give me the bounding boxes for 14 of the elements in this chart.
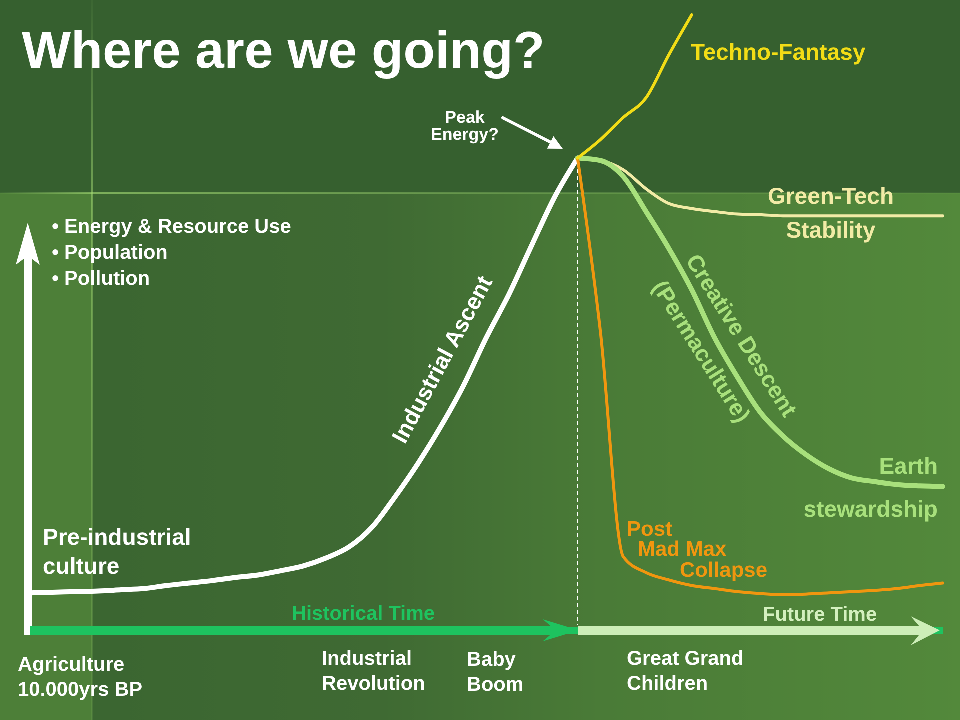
series-label: Green-Tech Stability xyxy=(768,183,894,243)
text: Baby Boom xyxy=(467,649,524,696)
series-label: Post Mad Max Collapse xyxy=(627,518,768,582)
series-label: Techno-Fantasy xyxy=(691,39,866,65)
annotation: Future Time xyxy=(763,604,878,626)
annotation: Earth stewardship xyxy=(804,453,938,522)
text: Great Grand Children xyxy=(627,648,744,695)
annotation: Historical Time xyxy=(292,603,436,625)
annotation: Pre-industrial culture xyxy=(43,524,192,579)
annotation: Peak Energy? xyxy=(430,108,500,144)
chart-title: Where are we going? xyxy=(22,22,545,80)
text: Industrial Revolution xyxy=(322,648,426,695)
y-axis-title: • Energy & Resource Use • Population • Pollution xyxy=(52,216,292,290)
text: Agriculture 10.000yrs BP xyxy=(18,654,143,701)
